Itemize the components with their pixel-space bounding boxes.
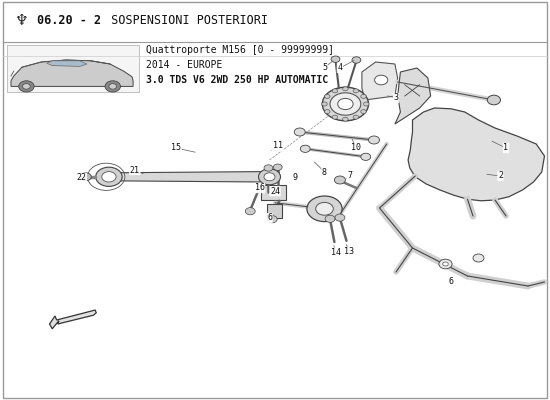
Circle shape	[443, 262, 448, 266]
Circle shape	[375, 75, 388, 85]
Text: 14: 14	[331, 248, 340, 257]
Circle shape	[439, 259, 452, 269]
Text: 11: 11	[273, 142, 283, 150]
Text: 22: 22	[76, 174, 86, 182]
Text: SOSPENSIONI POSTERIORI: SOSPENSIONI POSTERIORI	[97, 14, 268, 27]
Circle shape	[353, 89, 359, 93]
Circle shape	[294, 128, 305, 136]
Circle shape	[267, 216, 277, 223]
Circle shape	[330, 93, 361, 115]
Circle shape	[325, 215, 335, 222]
Text: Quattroporte M156 [0 - 99999999]: Quattroporte M156 [0 - 99999999]	[146, 45, 334, 55]
Circle shape	[364, 102, 369, 106]
Polygon shape	[395, 68, 431, 124]
Circle shape	[307, 196, 342, 222]
Text: 9: 9	[292, 174, 298, 182]
Polygon shape	[47, 61, 87, 66]
Text: 15: 15	[171, 144, 181, 152]
Circle shape	[343, 117, 348, 121]
Text: 7: 7	[347, 172, 353, 180]
Circle shape	[338, 98, 353, 110]
Text: 6: 6	[267, 214, 272, 222]
Polygon shape	[109, 172, 270, 182]
Text: 13: 13	[344, 248, 354, 256]
Circle shape	[487, 95, 500, 105]
Text: 24: 24	[270, 187, 280, 196]
Text: ♆: ♆	[14, 13, 28, 28]
Circle shape	[19, 81, 34, 92]
Circle shape	[322, 87, 368, 121]
Text: 4: 4	[337, 64, 343, 72]
Text: 6: 6	[448, 278, 454, 286]
Text: 21: 21	[130, 166, 140, 174]
Text: 2014 - EUROPE: 2014 - EUROPE	[146, 60, 222, 70]
Polygon shape	[362, 62, 398, 100]
Circle shape	[334, 176, 345, 184]
Circle shape	[258, 169, 280, 185]
Circle shape	[316, 202, 333, 215]
Circle shape	[80, 173, 91, 181]
Circle shape	[335, 214, 345, 221]
Text: 8: 8	[322, 168, 327, 176]
Circle shape	[23, 84, 30, 89]
Circle shape	[109, 84, 117, 89]
Circle shape	[352, 57, 361, 63]
Text: 1: 1	[503, 144, 509, 152]
Text: 16: 16	[255, 184, 265, 192]
Circle shape	[331, 56, 340, 62]
Text: 06.20 - 2: 06.20 - 2	[37, 14, 102, 27]
Circle shape	[353, 115, 359, 119]
Circle shape	[332, 89, 338, 93]
Circle shape	[273, 164, 282, 170]
Text: 3: 3	[393, 94, 399, 102]
Circle shape	[102, 172, 116, 182]
Circle shape	[332, 115, 338, 119]
Text: 10: 10	[351, 144, 361, 152]
Text: 2: 2	[498, 172, 503, 180]
Circle shape	[264, 165, 273, 171]
Circle shape	[361, 94, 366, 98]
Text: 3.0 TDS V6 2WD 250 HP AUTOMATIC: 3.0 TDS V6 2WD 250 HP AUTOMATIC	[146, 75, 328, 85]
Circle shape	[324, 110, 330, 114]
Circle shape	[368, 136, 379, 144]
Circle shape	[300, 145, 310, 152]
Polygon shape	[267, 204, 282, 218]
Circle shape	[105, 81, 120, 92]
Polygon shape	[11, 60, 133, 86]
Circle shape	[361, 153, 371, 160]
Circle shape	[245, 208, 255, 215]
Bar	[7, 45, 139, 92]
Polygon shape	[261, 185, 286, 200]
Circle shape	[343, 87, 348, 91]
Circle shape	[264, 173, 275, 181]
Polygon shape	[50, 310, 96, 329]
Circle shape	[324, 94, 330, 98]
Circle shape	[96, 167, 122, 186]
Circle shape	[322, 102, 327, 106]
Text: 5: 5	[322, 63, 327, 72]
Circle shape	[361, 110, 366, 114]
Circle shape	[473, 254, 484, 262]
Polygon shape	[408, 108, 544, 201]
